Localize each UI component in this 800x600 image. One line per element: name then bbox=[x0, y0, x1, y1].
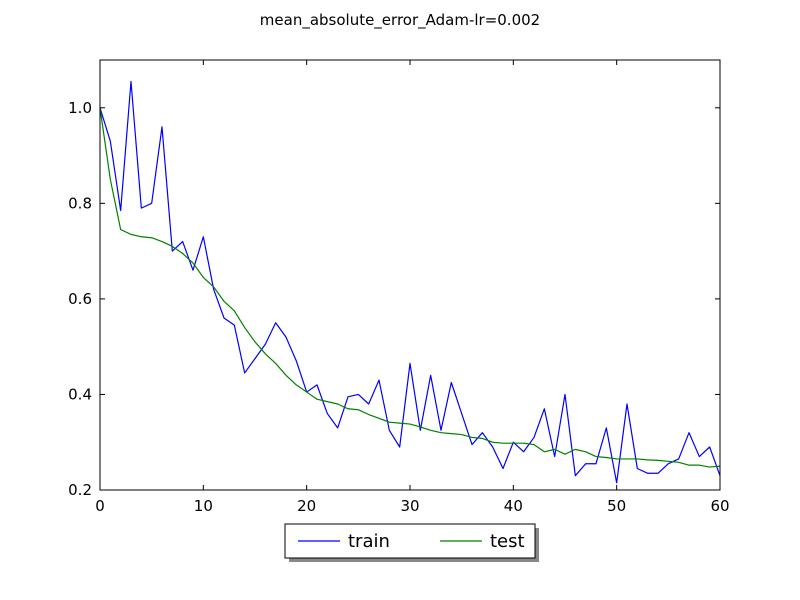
series-layer bbox=[99, 80, 721, 484]
x-tick-label: 20 bbox=[297, 497, 316, 515]
y-tick-label: 0.6 bbox=[68, 290, 92, 308]
legend-test-label: test bbox=[490, 531, 525, 552]
y-tick-label: 0.4 bbox=[68, 385, 92, 403]
plot-frame bbox=[99, 59, 721, 491]
x-tick-label: 50 bbox=[607, 497, 626, 515]
x-tick-label: 60 bbox=[710, 497, 729, 515]
legend-train-label: train bbox=[348, 531, 390, 552]
series-line-train bbox=[99, 80, 721, 484]
y-tick-label: 0.8 bbox=[68, 194, 92, 212]
x-tick-label: 10 bbox=[194, 497, 213, 515]
x-tick-label: 30 bbox=[400, 497, 419, 515]
chart-title: mean_absolute_error_Adam-lr=0.002 bbox=[260, 11, 540, 30]
x-tick-label: 0 bbox=[95, 497, 105, 515]
ticks-layer: 0 10 20 30 40 50 60 0.2 0.4 0.6 0.8 1.0 bbox=[68, 60, 730, 515]
y-tick-label: 1.0 bbox=[68, 99, 92, 117]
series-line-test bbox=[99, 107, 721, 468]
legend: train test bbox=[284, 523, 539, 562]
y-tick-label: 0.2 bbox=[68, 481, 92, 499]
x-tick-label: 40 bbox=[504, 497, 523, 515]
